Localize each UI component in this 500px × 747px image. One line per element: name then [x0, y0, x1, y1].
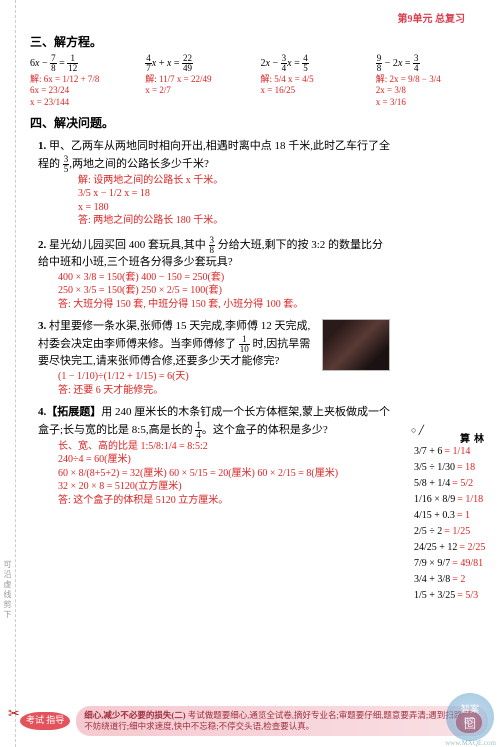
eq-col-3: 2x − 34x = 45 解: 5/4 x = 4/5 x = 16/25 — [261, 54, 370, 108]
footer-badge: 考试 指导 — [20, 712, 70, 730]
suanlin-item: 2/5 ÷ 2= 1/25 — [414, 526, 492, 537]
suanlin-item: 7/9 × 9/7= 49/81 — [414, 558, 492, 569]
problem-question: 3. 村里要修一条水渠,张师傅 15 天完成,李师傅 12 天完成,村委会决定由… — [38, 319, 318, 370]
eq-col-4: 98 − 2x = 34 解: 2x = 9/8 − 3/4 2x = 3/8 … — [376, 54, 485, 108]
suanlin-list: 3/7 + 6= 1/14 3/5 ÷ 1/30= 18 5/8 + 1/4= 5/… — [414, 446, 492, 606]
problem-photo — [322, 319, 390, 371]
suanlin-marker: ○ ╱ — [411, 425, 425, 436]
problem-1: 1. 甲、乙两车从两地同时相向开出,相遇时离中点 18 千米,此时乙车行了全程的… — [30, 139, 390, 228]
problem-question: 4.【拓展题】用 240 厘米长的木条钉成一个长方体框架,蒙上夹板做成一个盒子;… — [38, 405, 390, 440]
footer-tip-text: 细心,减少不必要的损失(二) 考试做题要细心,通览全试卷,摘好专业名;审题要仔细… — [76, 706, 488, 735]
suanlin-item: 3/4 + 3/8= 2 — [414, 574, 492, 585]
page-content: 第9单元 总复习 三、解方程。 6x − 78 = 112 解: 6x = 1/… — [0, 0, 500, 517]
suanlin-item: 1/5 + 3/25= 5/3 — [414, 590, 492, 601]
problem-answer: (1 − 1/10)÷(1/12 + 1/15) = 6(天) 答: 还要 6 … — [38, 370, 318, 397]
equations-row: 6x − 78 = 112 解: 6x = 1/12 + 7/8 6x = 23… — [30, 54, 485, 108]
eq-problem: 47x + x = 2249 — [145, 54, 254, 73]
eq-problem: 6x − 78 = 112 — [30, 54, 139, 73]
problem-4: 4.【拓展题】用 240 厘米长的木条钉成一个长方体框架,蒙上夹板做成一个盒子;… — [30, 405, 390, 507]
problem-2: 2. 星光幼儿园买回 400 套玩具,其中 38 分给大班,剩下的按 3:2 的… — [30, 236, 390, 311]
eq-work: 解: 2x = 9/8 − 3/4 2x = 3/8 x = 3/16 — [376, 74, 485, 108]
suanlin-item: 24/25 + 12= 2/25 — [414, 542, 492, 553]
scissors-icon: ✂ — [8, 706, 20, 723]
problem-question: 2. 星光幼儿园买回 400 套玩具,其中 38 分给大班,剩下的按 3:2 的… — [38, 236, 390, 271]
problem-answer: 解: 设两地之间的公路长 x 千米。 3/5 x − 1/2 x = 18 x … — [38, 174, 390, 228]
watermark-url: www.MXQE.com — [445, 739, 496, 747]
problem-answer: 长、宽、高的比是 1:5/8:1/4 = 8:5:2 240÷4 = 60(厘米… — [38, 440, 390, 508]
section-3-title: 三、解方程。 — [30, 33, 485, 50]
eq-problem: 2x − 34x = 45 — [261, 54, 370, 73]
eq-work: 解: 5/4 x = 4/5 x = 16/25 — [261, 74, 370, 97]
problem-question: 1. 甲、乙两车从两地同时相向开出,相遇时离中点 18 千米,此时乙车行了全程的… — [38, 139, 390, 174]
eq-work: 解: 6x = 1/12 + 7/8 6x = 23/24 x = 23/144 — [30, 74, 139, 108]
suanlin-header: 算林 — [460, 430, 488, 445]
eq-problem: 98 − 2x = 34 — [376, 54, 485, 73]
unit-header: 第9单元 总复习 — [30, 10, 485, 25]
main-column: 1. 甲、乙两车从两地同时相向开出,相遇时离中点 18 千米,此时乙车行了全程的… — [30, 139, 390, 508]
suanlin-item: 4/15 + 0.3= 1 — [414, 510, 492, 521]
problem-3: 3. 村里要修一条水渠,张师傅 15 天完成,李师傅 12 天完成,村委会决定由… — [30, 319, 390, 397]
eq-work: 解: 11/7 x = 22/49 x = 2/7 — [145, 74, 254, 97]
eq-col-2: 47x + x = 2249 解: 11/7 x = 22/49 x = 2/7 — [145, 54, 254, 108]
suanlin-item: 3/7 + 6= 1/14 — [414, 446, 492, 457]
suanlin-item: 1/16 × 8/9= 1/18 — [414, 494, 492, 505]
suanlin-item: 5/8 + 1/4= 5/2 — [414, 478, 492, 489]
eq-col-1: 6x − 78 = 112 解: 6x = 1/12 + 7/8 6x = 23… — [30, 54, 139, 108]
problem-answer: 400 × 3/8 = 150(套) 400 − 150 = 250(套) 25… — [38, 271, 390, 312]
watermark-logo: 智案囵 — [446, 693, 494, 741]
footer-bar: 考试 指导 细心,减少不必要的损失(二) 考试做题要细心,通览全试卷,摘好专业名… — [20, 701, 488, 741]
section-4-title: 四、解决问题。 — [30, 114, 485, 131]
cut-label: 可沿虚线剪下 — [2, 560, 13, 620]
suanlin-item: 3/5 ÷ 1/30= 18 — [414, 462, 492, 473]
